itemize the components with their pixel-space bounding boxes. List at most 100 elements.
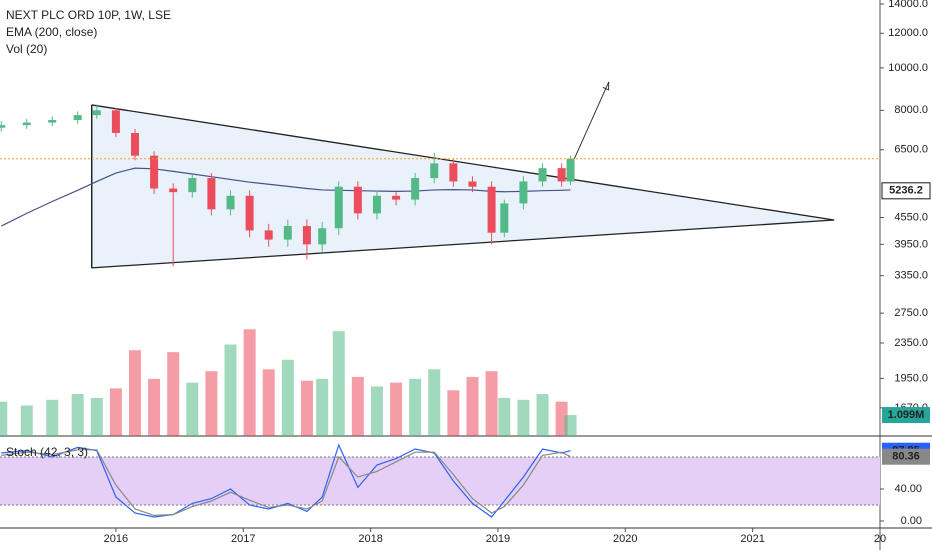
- candle-body: [22, 122, 31, 126]
- candle-body: [411, 178, 420, 200]
- candle-body: [150, 155, 159, 189]
- volume-bar: [447, 390, 460, 436]
- candle-body: [48, 120, 57, 123]
- candle-body: [449, 163, 458, 182]
- y-tick-label: 2350.0: [894, 337, 928, 349]
- candle-body: [353, 186, 362, 214]
- candle-body: [111, 110, 120, 133]
- volume-bar: [351, 376, 364, 436]
- axis-label: 5236.2: [889, 185, 923, 197]
- x-tick-label: 2019: [486, 533, 510, 545]
- x-tick-label: 2018: [358, 533, 382, 545]
- volume-bar: [20, 405, 33, 436]
- volume-bar: [262, 369, 275, 436]
- candle-body: [73, 115, 82, 121]
- candle-body: [0, 125, 6, 128]
- volume-bar: [224, 344, 237, 436]
- candle-body: [283, 226, 292, 240]
- axis-label: 1.099M: [888, 409, 925, 421]
- axis-label: 80.36: [892, 451, 920, 463]
- y-tick-label: 4550.0: [894, 211, 928, 223]
- volume-bar: [205, 371, 218, 436]
- volume-bar: [90, 397, 103, 436]
- x-tick-label: 2020: [613, 533, 637, 545]
- candle-body: [169, 188, 178, 193]
- volume-bar: [466, 376, 479, 436]
- candle-body: [500, 203, 509, 233]
- volume-bar: [71, 394, 84, 436]
- volume-bar: [498, 397, 511, 436]
- volume-bar: [128, 350, 141, 436]
- candle-body: [188, 178, 197, 193]
- candle-body: [392, 195, 401, 200]
- y-tick-label: 3350.0: [894, 270, 928, 282]
- trendline: [91, 219, 835, 269]
- stoch-label: Stoch (42, 3, 3): [6, 445, 88, 459]
- x-tick-label: 2017: [231, 533, 255, 545]
- volume-bar: [109, 388, 122, 436]
- y-tick-label: 14000.0: [888, 0, 928, 10]
- candle-body: [334, 186, 343, 229]
- y-tick-label: 6500.0: [894, 144, 928, 156]
- candle-body: [130, 132, 139, 156]
- volume-bar: [167, 352, 180, 436]
- candle-body: [92, 110, 101, 116]
- candle-body: [487, 186, 496, 233]
- volume-bar: [390, 382, 403, 436]
- candle-body: [226, 195, 235, 210]
- volume-bar: [536, 394, 549, 436]
- x-tick-label: 2016: [104, 533, 128, 545]
- candle-body: [207, 178, 216, 210]
- indicator-label: EMA (200, close): [6, 25, 97, 39]
- volume-bar: [300, 380, 313, 436]
- x-tick-label: 2021: [740, 533, 764, 545]
- volume-bar: [428, 369, 441, 436]
- volume-bar: [281, 359, 294, 436]
- y-tick-label: 10000.0: [888, 62, 928, 74]
- y-tick-label: 3950.0: [894, 238, 928, 250]
- candle-body: [430, 163, 439, 179]
- y-tick-label: 8000.0: [894, 104, 928, 116]
- y-tick-label: 1950.0: [894, 372, 928, 384]
- volume-bar: [243, 329, 256, 436]
- candle-body: [557, 168, 566, 182]
- y-tick-label: 2750.0: [894, 307, 928, 319]
- y-tick-label: 40.00: [894, 483, 922, 495]
- triangle-fill: [91, 104, 835, 268]
- candle-body: [302, 226, 311, 245]
- arrow: [573, 81, 610, 159]
- stoch-band: [0, 457, 880, 505]
- volume-bar: [316, 378, 329, 436]
- volume-bar: [148, 378, 161, 436]
- volume-bar: [186, 382, 199, 436]
- candle-body: [245, 195, 254, 231]
- volume-bar: [332, 331, 345, 436]
- volume-label: Vol (20): [6, 42, 47, 56]
- trendline: [91, 104, 835, 221]
- stoch-line: [1, 449, 571, 517]
- volume-bar: [517, 399, 530, 436]
- volume-bar: [485, 371, 498, 436]
- x-tick-label: 20: [874, 533, 886, 545]
- volume-bar: [564, 415, 577, 436]
- volume-bar: [46, 399, 59, 436]
- y-tick-label: 12000.0: [888, 27, 928, 39]
- candle-body: [318, 228, 327, 245]
- candle-body: [538, 168, 547, 182]
- volume-bar: [0, 401, 8, 436]
- axis-label-box: [882, 448, 930, 465]
- axis-label-box: [882, 407, 930, 424]
- candle-body: [264, 230, 273, 240]
- volume-bar: [409, 378, 422, 436]
- y-tick-label: 0.00: [901, 515, 922, 527]
- candle-body: [468, 181, 477, 187]
- candle-body: [372, 195, 381, 214]
- axis-label-box: [881, 182, 931, 200]
- chart-title: NEXT PLC ORD 10P, 1W, LSE: [6, 8, 171, 22]
- candle-body: [566, 158, 575, 182]
- arrow-head: [602, 81, 610, 91]
- stoch-line: [1, 443, 571, 518]
- volume-bar: [370, 386, 383, 436]
